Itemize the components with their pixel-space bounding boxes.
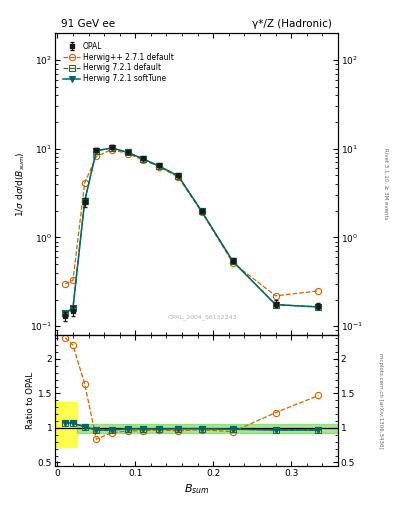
Herwig++ 2.7.1 default (110, 146, 114, 153)
Herwig 7.2.1 softTune (94, 147, 99, 154)
Herwig++ 2.7.1 default (82, 180, 87, 186)
Herwig 7.2.1 softTune (82, 198, 87, 204)
Y-axis label: mcplots.cern.ch [arXiv:1306.3436]: mcplots.cern.ch [arXiv:1306.3436] (378, 353, 383, 448)
Legend: OPAL, Herwig++ 2.7.1 default, Herwig 7.2.1 default, Herwig 7.2.1 softTune: OPAL, Herwig++ 2.7.1 default, Herwig 7.2… (62, 40, 175, 85)
Herwig 7.2.1 softTune (110, 145, 114, 151)
Herwig 7.2.1 default (273, 302, 278, 308)
Bar (55, 402, 77, 447)
Herwig 7.2.1 softTune (176, 173, 180, 179)
Herwig 7.2.1 default (63, 310, 68, 316)
Herwig 7.2.1 default (110, 145, 114, 151)
X-axis label: $B_{sum}$: $B_{sum}$ (184, 482, 209, 496)
Herwig 7.2.1 default (230, 258, 235, 264)
Herwig 7.2.1 softTune (71, 305, 75, 311)
Herwig 7.2.1 softTune (316, 304, 321, 310)
Herwig++ 2.7.1 default (316, 288, 321, 294)
Herwig 7.2.1 default (82, 198, 87, 204)
Herwig 7.2.1 softTune (199, 208, 204, 214)
Herwig 7.2.1 softTune (230, 258, 235, 264)
Herwig++ 2.7.1 default (125, 151, 130, 157)
Bar (77, 424, 338, 433)
Herwig 7.2.1 default (71, 305, 75, 311)
Herwig++ 2.7.1 default (273, 293, 278, 299)
Herwig++ 2.7.1 default (199, 209, 204, 215)
Line: Herwig 7.2.1 softTune: Herwig 7.2.1 softTune (62, 145, 321, 316)
Herwig 7.2.1 default (316, 304, 321, 310)
Herwig++ 2.7.1 default (141, 157, 145, 163)
Herwig++ 2.7.1 default (156, 163, 161, 169)
Herwig 7.2.1 default (141, 156, 145, 162)
Herwig 7.2.1 softTune (273, 302, 278, 308)
Y-axis label: Rivet 3.1.10, ≥ 3M events: Rivet 3.1.10, ≥ 3M events (383, 148, 388, 220)
Y-axis label: Ratio to OPAL: Ratio to OPAL (26, 372, 35, 429)
Herwig 7.2.1 default (125, 150, 130, 156)
Herwig 7.2.1 softTune (125, 150, 130, 156)
Herwig 7.2.1 softTune (156, 163, 161, 169)
Text: OPAL_2004_S6132243: OPAL_2004_S6132243 (167, 314, 237, 319)
Herwig 7.2.1 default (176, 173, 180, 179)
Herwig++ 2.7.1 default (176, 174, 180, 180)
Herwig++ 2.7.1 default (63, 281, 68, 287)
Y-axis label: 1/$\sigma$ d$\sigma$/d($B_{sum}$): 1/$\sigma$ d$\sigma$/d($B_{sum}$) (15, 151, 27, 217)
Text: 91 GeV ee: 91 GeV ee (61, 19, 115, 29)
Herwig 7.2.1 default (156, 163, 161, 169)
Line: Herwig++ 2.7.1 default: Herwig++ 2.7.1 default (62, 146, 321, 299)
Herwig 7.2.1 default (199, 208, 204, 214)
Herwig++ 2.7.1 default (71, 277, 75, 283)
Herwig 7.2.1 softTune (141, 156, 145, 162)
Herwig 7.2.1 default (94, 147, 99, 154)
Herwig 7.2.1 softTune (63, 310, 68, 316)
Text: γ*/Z (Hadronic): γ*/Z (Hadronic) (252, 19, 332, 29)
Herwig++ 2.7.1 default (230, 260, 235, 266)
Herwig++ 2.7.1 default (94, 153, 99, 159)
Line: Herwig 7.2.1 default: Herwig 7.2.1 default (62, 145, 321, 316)
